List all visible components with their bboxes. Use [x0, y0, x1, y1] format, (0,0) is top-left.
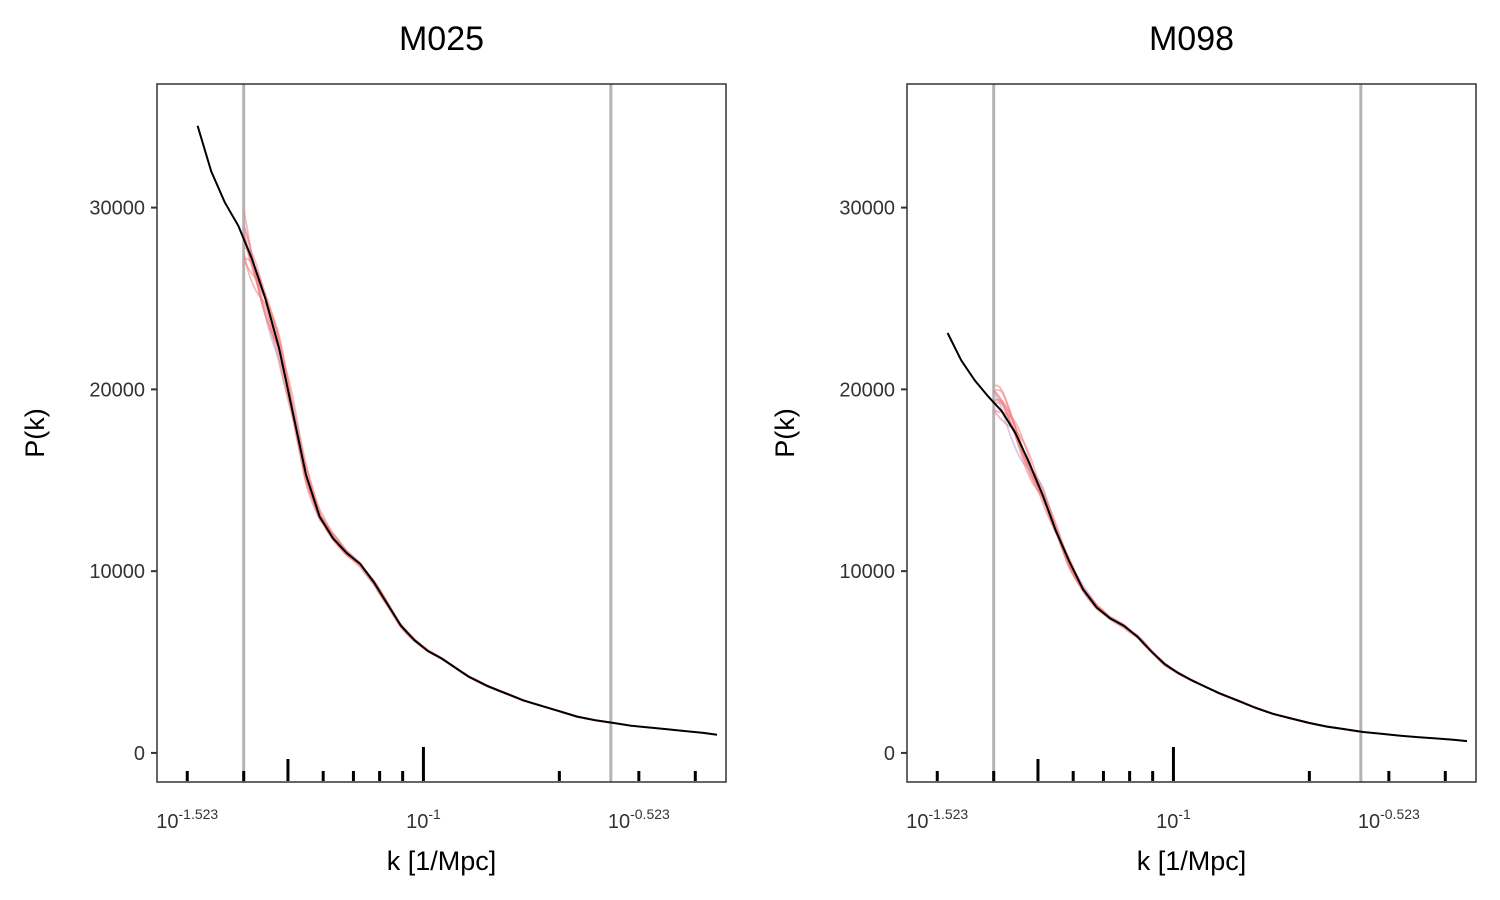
panel-border [906, 83, 1477, 783]
y-tick-label: 10000 [89, 561, 145, 583]
simulation-line [993, 399, 1361, 733]
simulation-line [242, 257, 611, 724]
x-tick-label: 10-1.523 [906, 806, 968, 833]
simulation-line [993, 389, 1361, 733]
simulation-lines [992, 384, 1361, 733]
y-axis-label: P(k) [20, 408, 50, 458]
simulation-line [243, 256, 611, 724]
simulation-line [993, 390, 1361, 733]
x-tick-label: 10-0.523 [608, 806, 670, 833]
simulation-line [992, 391, 1361, 733]
simulation-line [242, 209, 611, 724]
x-tick-label: 10-1 [406, 806, 441, 833]
x-tick-label: 10-1.523 [156, 806, 218, 833]
y-tick-label: 0 [884, 743, 895, 765]
theory-line [196, 125, 718, 736]
y-tick-label: 20000 [839, 379, 895, 401]
y-tick-label: 10000 [839, 561, 895, 583]
y-tick-label: 30000 [839, 198, 895, 220]
simulation-lines [242, 209, 611, 724]
panel-m098: M098 0 10000 20000 30000 10-1.523 10-1 10-0.523… [770, 20, 1477, 876]
y-axis-label: P(k) [770, 408, 800, 458]
panel-title: M098 [1149, 20, 1234, 58]
theory-line [946, 332, 1468, 743]
simulation-line [242, 253, 611, 724]
x-axis-label: k [1/Mpc] [1137, 846, 1247, 876]
x-tick-label: 10-0.523 [1358, 806, 1420, 833]
panel-border [156, 83, 727, 783]
panel-title: M025 [399, 20, 484, 58]
simulation-line [992, 408, 1361, 733]
simulation-line [242, 224, 611, 724]
x-tick-label: 10-1 [1156, 806, 1191, 833]
y-tick-label: 0 [134, 743, 145, 765]
simulation-line [993, 384, 1361, 733]
simulation-line [993, 398, 1361, 733]
simulation-line [993, 408, 1361, 733]
simulation-line [993, 388, 1361, 733]
x-axis-label: k [1/Mpc] [387, 846, 497, 876]
panel-m025: M025 0 10000 20000 30000 10-1.523 10-1 10-0.523… [20, 20, 727, 876]
simulation-line [242, 226, 611, 724]
simulation-line [993, 401, 1361, 733]
y-tick-label: 20000 [89, 379, 145, 401]
y-tick-label: 30000 [89, 198, 145, 220]
